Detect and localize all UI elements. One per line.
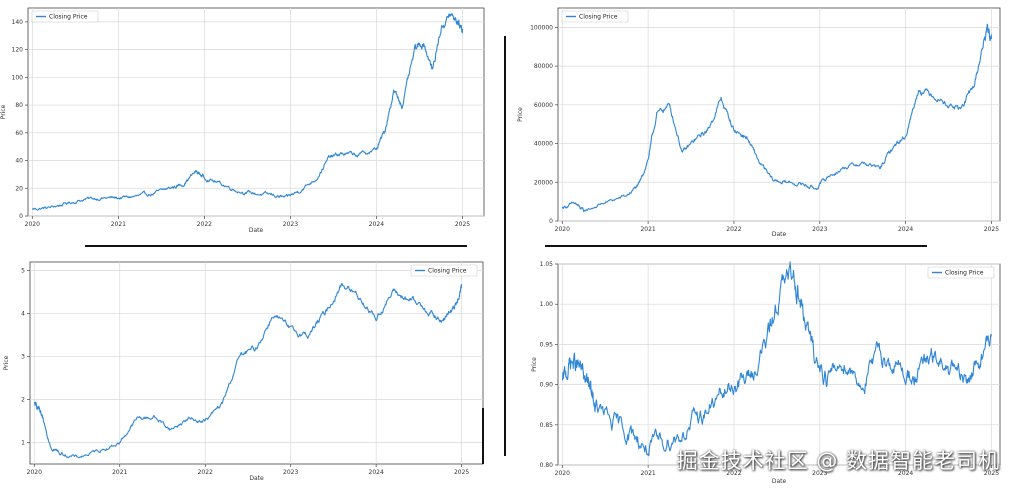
- y-tick-label: 80000: [534, 63, 553, 70]
- legend-label: Closing Price: [945, 270, 984, 277]
- y-tick-label: 80: [15, 102, 23, 109]
- series-line-closing-price: [31, 12, 464, 211]
- divider-top-left: [85, 245, 467, 247]
- y-tick-label: 2: [21, 397, 25, 404]
- y-tick-label: 3: [21, 354, 25, 361]
- x-tick-label: 2022: [726, 470, 741, 477]
- plot-frame: [29, 261, 484, 465]
- y-axis-label: Price: [517, 107, 524, 122]
- x-tick-label: 2022: [198, 469, 213, 476]
- x-tick-label: 2021: [112, 469, 127, 476]
- y-tick-label: 60000: [534, 102, 553, 109]
- legend-box: [927, 266, 995, 279]
- x-tick-label: 2020: [555, 226, 570, 233]
- legend-label: Closing Price: [428, 268, 467, 275]
- x-tick-label: 2022: [197, 221, 212, 228]
- y-tick-label: 120: [12, 47, 24, 54]
- chart-top-left: 0 20 40 60 80 100 120 140 2020 2021 2022 2023 2024 20…: [0, 7, 485, 234]
- y-tick-label: 0: [19, 213, 23, 220]
- y-tick-label: 40000: [534, 141, 553, 148]
- y-tick-label: 0: [549, 218, 553, 225]
- x-tick-label: 2025: [984, 470, 999, 477]
- y-tick-label: 0.90: [540, 382, 554, 389]
- y-tick-label: 0.85: [540, 422, 554, 429]
- chart-bottom-right: 0.80 0.85 0.90 0.95 1.00 1.05 2020 2021 2022 2023…: [531, 261, 1001, 485]
- x-tick-label: 2022: [726, 226, 741, 233]
- legend-label: Closing Price: [579, 14, 618, 21]
- x-tick-label: 2023: [812, 226, 827, 233]
- y-tick-label: 60: [15, 130, 23, 137]
- y-tick-label: 4: [21, 311, 25, 318]
- x-axis-label: Date: [249, 227, 264, 234]
- x-tick-label: 2020: [555, 470, 570, 477]
- y-tick-label: 5: [21, 268, 25, 275]
- x-tick-label: 2024: [369, 221, 384, 228]
- x-axis-label: Date: [249, 475, 264, 482]
- y-tick-label: 40: [15, 158, 23, 165]
- x-tick-label: 2025: [454, 469, 469, 476]
- legend-box: [31, 10, 99, 23]
- divider-vertical-center: [504, 36, 506, 456]
- divider-bottom-left-edge: [482, 408, 484, 464]
- series-line-closing-price: [561, 261, 992, 457]
- y-axis-label: Price: [0, 104, 7, 119]
- y-tick-label: 100: [12, 74, 24, 81]
- x-tick-label: 2020: [27, 469, 42, 476]
- plot-frame: [557, 7, 1001, 222]
- watermark-text: 掘金技术社区 @ 数据智能老司机: [676, 449, 1000, 473]
- y-tick-label: 0.95: [540, 341, 554, 348]
- x-tick-label: 2023: [283, 221, 298, 228]
- x-tick-label: 2024: [898, 226, 913, 233]
- x-tick-label: 2023: [812, 470, 827, 477]
- y-tick-label: 20: [15, 185, 23, 192]
- x-axis-label: Date: [772, 478, 787, 485]
- x-tick-label: 2024: [369, 469, 384, 476]
- x-tick-label: 2021: [640, 470, 655, 477]
- series-line-closing-price: [33, 283, 463, 459]
- y-tick-label: 140: [12, 19, 24, 26]
- legend-box: [561, 10, 629, 23]
- x-tick-label: 2025: [455, 221, 470, 228]
- y-tick-label: 1: [21, 440, 25, 447]
- x-axis-label: Date: [772, 231, 787, 238]
- y-tick-label: 0.80: [540, 462, 554, 469]
- plot-frame: [27, 7, 485, 217]
- legend-label: Closing Price: [49, 14, 88, 21]
- divider-top-right: [545, 245, 927, 247]
- chart-top-right: 0 20000 40000 60000 80000 100000 2020 2021 2022 2…: [517, 7, 1001, 238]
- y-tick-label: 1.05: [540, 261, 554, 268]
- chart-bottom-left: 1 2 3 4 5 2020 2021 2022 2023 2024 2025 Date Price Cl…: [3, 261, 484, 482]
- x-tick-label: 2025: [984, 226, 999, 233]
- x-tick-label: 2020: [25, 221, 40, 228]
- x-tick-label: 2021: [640, 226, 655, 233]
- x-tick-label: 2024: [898, 470, 913, 477]
- y-axis-label: Price: [531, 357, 538, 372]
- x-tick-label: 2023: [283, 469, 298, 476]
- series-line-closing-price: [561, 23, 992, 213]
- y-axis-label: Price: [3, 355, 10, 370]
- legend-box: [410, 264, 478, 277]
- y-tick-label: 20000: [534, 179, 553, 186]
- y-tick-label: 100000: [530, 24, 553, 31]
- y-tick-label: 1.00: [540, 301, 554, 308]
- x-tick-label: 2021: [111, 221, 126, 228]
